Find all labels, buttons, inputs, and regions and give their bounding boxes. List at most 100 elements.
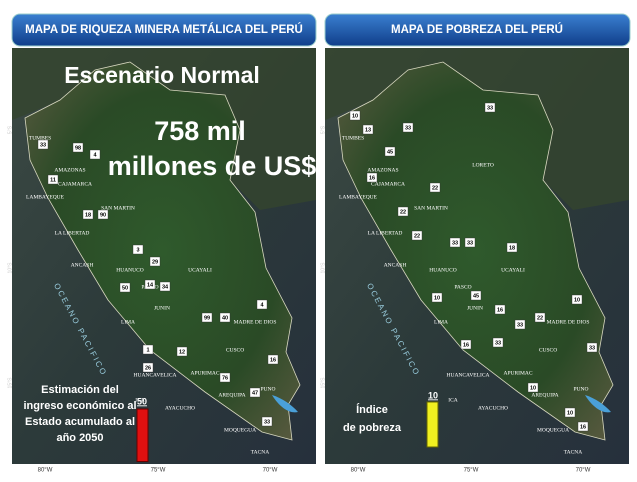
- bar-value: 16: [369, 175, 375, 181]
- header-right: [324, 13, 631, 47]
- bar-value-box: [256, 299, 268, 310]
- bar-value: 45: [387, 149, 393, 155]
- bar-value: 16: [463, 342, 469, 348]
- region-label: JUNIN: [467, 305, 483, 311]
- region-label: UCAYALI: [188, 267, 212, 273]
- legend-text: Estimación del: [41, 384, 119, 396]
- region-label: AYACUCHO: [478, 405, 508, 411]
- region-label: TACNA: [564, 449, 583, 455]
- legend-value: 50: [137, 396, 147, 406]
- amount: 758 mil: [154, 116, 246, 146]
- bar-value: 22: [432, 185, 438, 191]
- bar-value: 45: [473, 293, 479, 299]
- bar-value: 13: [365, 127, 371, 133]
- bar-value: 33: [405, 125, 411, 131]
- region-label: LAMBAYEQUE: [26, 194, 65, 200]
- bar-value-box: [219, 372, 231, 383]
- bar-value-box: [464, 237, 476, 248]
- bar-value: 33: [452, 240, 458, 246]
- bar-value-box: [82, 209, 94, 220]
- bar-value-box: [159, 281, 171, 292]
- region-label: LIMA: [121, 319, 135, 325]
- region-label: LIMA: [434, 319, 448, 325]
- legend-text: ingreso económico al: [23, 400, 136, 412]
- longitude-label: 80°W: [351, 468, 366, 474]
- bar-value: 10: [434, 295, 440, 301]
- legend-text: de pobreza: [343, 422, 402, 434]
- region-label: ICA: [448, 397, 458, 403]
- region-label: CUSCO: [226, 347, 244, 353]
- region-label: MOQUEGUA: [537, 427, 569, 433]
- region-label: LORETO: [472, 162, 494, 168]
- region-label: HUANCAVELICA: [134, 372, 177, 378]
- region-label: HUANCAVELICA: [447, 372, 490, 378]
- bar-value: 11: [50, 177, 56, 183]
- bar-value-box: [402, 122, 414, 133]
- bar-value: 10: [352, 113, 358, 119]
- bar-value-box: [176, 346, 188, 357]
- region-label: ICA: [135, 397, 145, 403]
- region-label: PUNO: [261, 386, 276, 392]
- region-label: CAJAMARCA: [58, 181, 92, 187]
- bar-value: 40: [222, 315, 228, 321]
- bar-value-box: [201, 312, 213, 323]
- scenario: Escenario Normal: [64, 62, 260, 88]
- bar-value: 3: [136, 247, 139, 253]
- longitude-label: 75°W: [464, 468, 479, 474]
- bar-value: 33: [40, 142, 46, 148]
- region-label: AMAZONAS: [367, 167, 398, 173]
- bar-value: 4: [93, 152, 97, 158]
- bar-value: 14: [147, 282, 154, 288]
- region-label: AREQUIPA: [531, 392, 558, 398]
- region-label: SAN MARTIN: [414, 205, 448, 211]
- bar-value: 33: [495, 340, 501, 346]
- bar-value-box: [366, 172, 378, 183]
- bar-value-box: [397, 206, 409, 217]
- region-label: PUNO: [574, 386, 589, 392]
- region-label: TUMBES: [342, 135, 364, 141]
- bar-value: 90: [100, 212, 106, 218]
- region-label: PASCO: [454, 284, 471, 290]
- region-label: HUANUCO: [116, 267, 144, 273]
- region-label: MADRE DE DIOS: [547, 319, 590, 325]
- region-label: ANCASH: [71, 262, 94, 268]
- bar-value-box: [506, 242, 518, 253]
- region-label: APURIMAC: [503, 370, 532, 376]
- bar-value: 33: [517, 322, 523, 328]
- latitude-label: 5°S: [7, 125, 13, 134]
- bar-value: 50: [122, 285, 128, 291]
- region-label: CAJAMARCA: [371, 181, 405, 187]
- amount: millones de US$: [108, 151, 317, 181]
- bar-value-box: [429, 182, 441, 193]
- bar-value-box: [492, 337, 504, 348]
- bar-value-box: [571, 294, 583, 305]
- bar-value-box: [470, 290, 482, 301]
- region-label: LAMBAYEQUE: [339, 194, 378, 200]
- bar-value-box: [577, 421, 589, 432]
- region-label: JUNIN: [154, 305, 170, 311]
- region-label: ANCASH: [384, 262, 407, 268]
- bar-value: 98: [75, 145, 81, 151]
- bar-value: 12: [179, 349, 185, 355]
- bar-value: 22: [537, 315, 543, 321]
- bar-value-box: [484, 102, 496, 113]
- bar-value: 33: [487, 105, 493, 111]
- bar-value-box: [72, 142, 84, 153]
- bar-value-box: [460, 339, 472, 350]
- region-label: SAN MARTIN: [101, 205, 135, 211]
- bar-value-box: [144, 279, 156, 290]
- bar-value: 33: [589, 345, 595, 351]
- bar-value: 26: [145, 365, 151, 371]
- bar-value: 1: [146, 347, 149, 353]
- region-label: APURIMAC: [190, 370, 219, 376]
- bar-value-box: [47, 174, 59, 185]
- bar-value-box: [219, 312, 231, 323]
- legend-bar: [426, 401, 439, 448]
- longitude-label: 75°W: [151, 468, 166, 474]
- longitude-label: 70°W: [263, 468, 278, 474]
- bar-value: 22: [400, 209, 406, 215]
- region-label: MOQUEGUA: [224, 427, 256, 433]
- region-label: MADRE DE DIOS: [234, 319, 277, 325]
- bar-value-box: [142, 362, 154, 373]
- bar-value: 29: [152, 259, 158, 265]
